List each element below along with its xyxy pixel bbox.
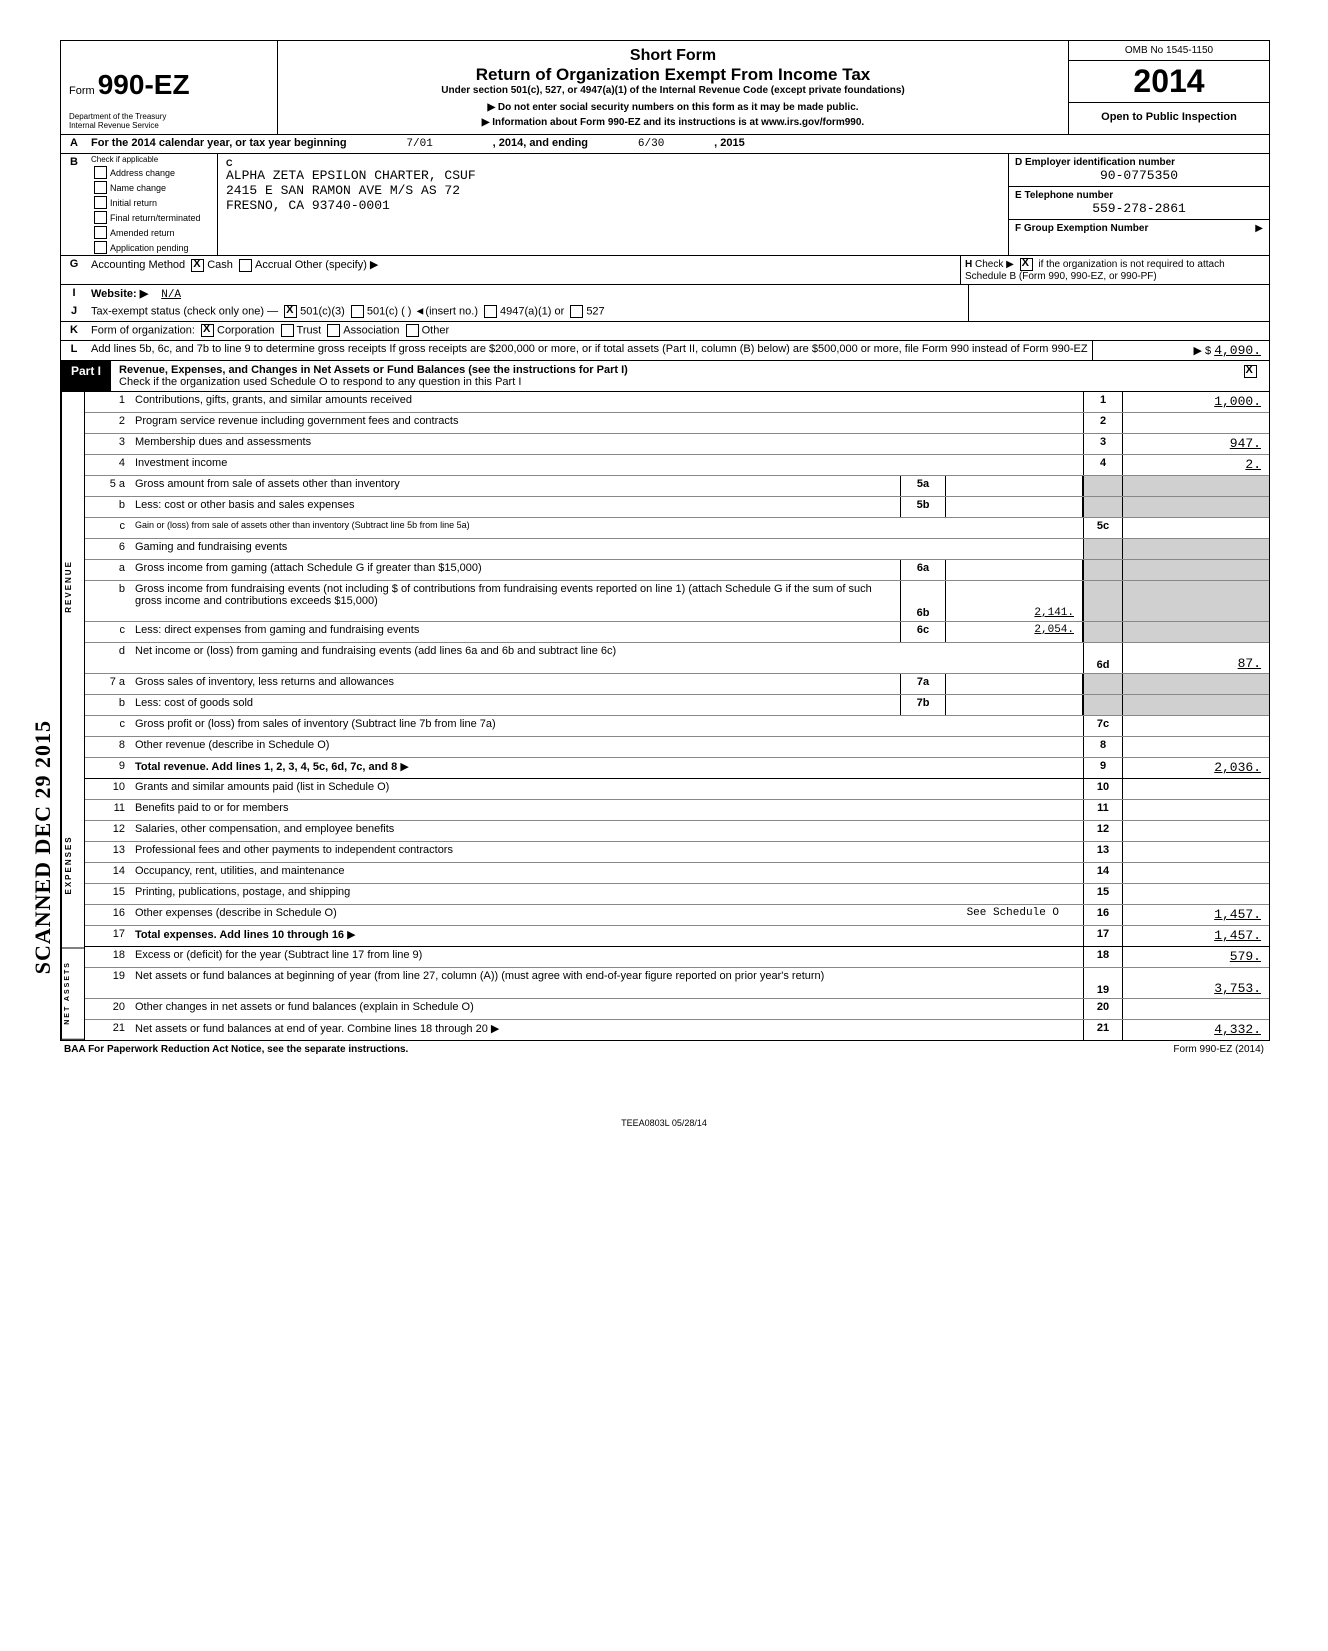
part1-title: Revenue, Expenses, and Changes in Net As… xyxy=(119,364,628,376)
title-return: Return of Organization Exempt From Incom… xyxy=(288,65,1058,85)
line4-value: 2. xyxy=(1123,455,1269,475)
line-a-text: For the 2014 calendar year, or tax year … xyxy=(91,137,347,149)
line16-value: 1,457. xyxy=(1123,905,1269,925)
group-exemption-label: F Group Exemption Number xyxy=(1015,223,1148,234)
side-revenue: REVENUE xyxy=(61,392,84,782)
line19-value: 3,753. xyxy=(1123,968,1269,998)
tax-year: 2014 xyxy=(1069,61,1269,103)
part1-check-text: Check if the organization used Schedule … xyxy=(119,376,521,388)
line-a: A For the 2014 calendar year, or tax yea… xyxy=(61,135,1269,154)
part1-body: REVENUE EXPENSES NET ASSETS 1Contributio… xyxy=(61,392,1269,1040)
line18-value: 579. xyxy=(1123,947,1269,967)
row-gh: G Accounting Method Cash Accrual Other (… xyxy=(61,256,1269,285)
row-k: K Form of organization: Corporation Trus… xyxy=(61,322,1269,341)
row-i: I Website: ▶ N/A xyxy=(61,285,1269,303)
cb-501c3[interactable] xyxy=(284,305,297,318)
check-if-applicable: Check if applicable xyxy=(87,154,217,165)
form-prefix: Form xyxy=(69,85,95,97)
org-name-address: C ALPHA ZETA EPSILON CHARTER, CSUF 2415 … xyxy=(218,154,1009,255)
cb-corporation[interactable] xyxy=(201,324,214,337)
tax-year-begin: 7/01 xyxy=(350,138,490,150)
cb-schedule-o-part1[interactable] xyxy=(1244,365,1257,378)
line6d-value: 87. xyxy=(1123,643,1269,673)
cb-4947[interactable] xyxy=(484,305,497,318)
open-to-public: Open to Public Inspection xyxy=(1069,103,1269,131)
cb-other-org[interactable] xyxy=(406,324,419,337)
checkbox-column: Check if applicable Address change Name … xyxy=(87,154,218,255)
cb-501c[interactable] xyxy=(351,305,364,318)
part1-header: Part I Revenue, Expenses, and Changes in… xyxy=(61,361,1269,392)
website-label: Website: ▶ xyxy=(91,288,148,300)
footer: BAA For Paperwork Reduction Act Notice, … xyxy=(60,1041,1268,1058)
side-netassets: NET ASSETS xyxy=(61,948,84,1040)
footer-form: Form 990-EZ (2014) xyxy=(1173,1044,1264,1055)
cb-final-return[interactable] xyxy=(94,211,107,224)
form-header: Form 990-EZ Department of the Treasury I… xyxy=(61,41,1269,135)
phone-label: E Telephone number xyxy=(1015,190,1113,201)
title-short-form: Short Form xyxy=(288,47,1058,65)
part1-label: Part I xyxy=(61,361,111,391)
row-l-text: Add lines 5b, 6c, and 7b to line 9 to de… xyxy=(87,341,1092,360)
cb-amended[interactable] xyxy=(94,226,107,239)
accounting-method-label: Accounting Method xyxy=(91,259,185,271)
line21-value: 4,332. xyxy=(1123,1020,1269,1040)
ein-value: 90-0775350 xyxy=(1015,168,1263,183)
line9-value: 2,036. xyxy=(1123,758,1269,778)
line6c-value: 2,054. xyxy=(946,622,1083,642)
cb-name-change[interactable] xyxy=(94,181,107,194)
website-value: N/A xyxy=(161,289,181,301)
line1-value: 1,000. xyxy=(1123,392,1269,412)
org-addr1: 2415 E SAN RAMON AVE M/S AS 72 xyxy=(226,183,1000,198)
subtitle-ssn: ▶ Do not enter social security numbers o… xyxy=(288,102,1058,113)
omb-number: OMB No 1545-1150 xyxy=(1069,41,1269,61)
line3-value: 947. xyxy=(1123,434,1269,454)
cb-527[interactable] xyxy=(570,305,583,318)
cb-cash[interactable] xyxy=(191,259,204,272)
department-label: Department of the Treasury Internal Reve… xyxy=(69,112,166,130)
software-code: TEEA0803L 05/28/14 xyxy=(60,1118,1268,1128)
section-bcdef: B Check if applicable Address change Nam… xyxy=(61,154,1269,256)
cb-accrual[interactable] xyxy=(239,259,252,272)
cb-trust[interactable] xyxy=(281,324,294,337)
scanned-stamp: SCANNED DEC 29 2015 xyxy=(30,720,56,974)
ein-label: D Employer identification number xyxy=(1015,157,1175,168)
cb-address-change[interactable] xyxy=(94,166,107,179)
org-name: ALPHA ZETA EPSILON CHARTER, CSUF xyxy=(226,168,1000,183)
form-990ez: Form 990-EZ Department of the Treasury I… xyxy=(60,40,1270,1041)
group-exemption-arrow: ▶ xyxy=(1255,223,1263,234)
tax-exempt-label: Tax-exempt status (check only one) — xyxy=(91,305,278,317)
line-a-mid: , 2014, and ending xyxy=(493,137,588,149)
phone-value: 559-278-2861 xyxy=(1015,201,1263,216)
subtitle-info: ▶ Information about Form 990-EZ and its … xyxy=(288,117,1058,128)
header-left: Form 990-EZ Department of the Treasury I… xyxy=(61,41,278,134)
line6b-value: 2,141. xyxy=(946,581,1083,621)
org-addr2: FRESNO, CA 93740-0001 xyxy=(226,198,1000,213)
line2-value xyxy=(1123,413,1269,433)
line-a-endyear: , 2015 xyxy=(714,137,745,149)
gross-receipts: 4,090. xyxy=(1214,343,1261,358)
form-number: 990-EZ xyxy=(98,69,190,100)
see-schedule-o: See Schedule O xyxy=(967,907,1059,919)
cb-initial-return[interactable] xyxy=(94,196,107,209)
subtitle-sections: Under section 501(c), 527, or 4947(a)(1)… xyxy=(288,85,1058,96)
header-right: OMB No 1545-1150 2014 Open to Public Ins… xyxy=(1069,41,1269,134)
side-expenses: EXPENSES xyxy=(61,782,84,949)
baa-notice: BAA For Paperwork Reduction Act Notice, … xyxy=(64,1044,408,1055)
right-column: D Employer identification number 90-0775… xyxy=(1009,154,1269,255)
cb-no-schedule-b[interactable] xyxy=(1020,258,1033,271)
row-j: J Tax-exempt status (check only one) — 5… xyxy=(61,303,1269,322)
line17-value: 1,457. xyxy=(1123,926,1269,946)
tax-year-end: 6/30 xyxy=(591,138,711,150)
row-l: L Add lines 5b, 6c, and 7b to line 9 to … xyxy=(61,341,1269,361)
cb-association[interactable] xyxy=(327,324,340,337)
form-of-org-label: Form of organization: xyxy=(91,324,195,336)
cb-pending[interactable] xyxy=(94,241,107,254)
header-center: Short Form Return of Organization Exempt… xyxy=(278,41,1069,134)
